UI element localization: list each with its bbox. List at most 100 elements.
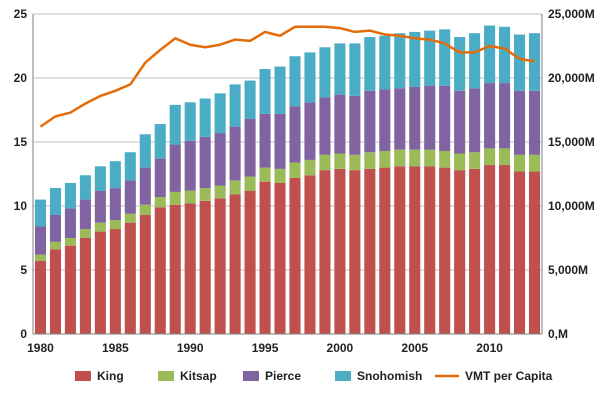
bar-pierce-2004 — [394, 88, 406, 150]
bar-king-1995 — [259, 181, 271, 334]
bar-snohomish-1984 — [94, 166, 106, 191]
bar-kitsap-1984 — [94, 222, 106, 232]
bar-snohomish-2001 — [349, 43, 361, 96]
bar-king-1984 — [94, 231, 106, 334]
bar-king-1994 — [244, 190, 256, 334]
bar-kitsap-1999 — [319, 154, 331, 171]
y-right-tick-label: 25,000M — [548, 7, 595, 21]
bar-king-1980 — [34, 261, 47, 334]
bar-pierce-1991 — [199, 136, 211, 189]
legend-item-king: King — [75, 369, 124, 383]
bar-pierce-2003 — [379, 89, 391, 151]
bar-snohomish-1992 — [214, 93, 226, 134]
bar-pierce-1984 — [94, 190, 106, 223]
bar-kitsap-1986 — [124, 213, 136, 223]
bar-kitsap-1990 — [184, 190, 196, 204]
bar-snohomish-2004 — [394, 33, 406, 89]
bar-snohomish-1981 — [49, 188, 61, 215]
bar-king-1988 — [154, 207, 166, 334]
bar-king-2005 — [409, 166, 421, 334]
legend-label: VMT per Capita — [465, 369, 553, 383]
bar-snohomish-2003 — [379, 35, 391, 90]
bar-kitsap-1995 — [259, 167, 271, 182]
x-tick-label: 2010 — [476, 341, 503, 355]
bar-pierce-2007 — [439, 85, 451, 151]
bar-king-1992 — [214, 198, 226, 334]
bar-kitsap-1982 — [64, 238, 76, 246]
bar-snohomish-2000 — [334, 43, 346, 95]
bar-kitsap-1996 — [274, 168, 286, 183]
legend-swatch — [158, 371, 174, 381]
bar-kitsap-2011 — [499, 148, 511, 166]
bar-king-2007 — [439, 167, 451, 334]
bar-king-1986 — [124, 222, 136, 334]
x-tick-label: 1995 — [252, 341, 279, 355]
legend: King Kitsap Pierce Snohomish VMT per Capita — [75, 369, 553, 383]
bar-snohomish-1994 — [244, 80, 256, 119]
legend-label: Snohomish — [357, 369, 422, 383]
x-tick-label: 1980 — [27, 341, 54, 355]
bar-pierce-1988 — [154, 158, 166, 198]
bar-snohomish-2008 — [454, 37, 466, 91]
bar-king-2010 — [484, 165, 496, 334]
bar-king-1983 — [79, 238, 91, 334]
x-tick-label: 2000 — [327, 341, 354, 355]
bar-snohomish-2012 — [514, 34, 526, 91]
bar-snohomish-1983 — [79, 175, 91, 200]
bar-snohomish-2006 — [424, 30, 436, 86]
bar-kitsap-1988 — [154, 197, 166, 208]
bar-snohomish-2007 — [439, 29, 451, 86]
bar-pierce-1993 — [229, 126, 241, 181]
bar-kitsap-1985 — [109, 220, 121, 230]
bar-king-1997 — [289, 177, 301, 334]
y-left-tick-label: 15 — [14, 135, 28, 149]
bar-king-2000 — [334, 168, 346, 334]
bar-kitsap-2003 — [379, 150, 391, 168]
legend-item-snohomish: Snohomish — [335, 369, 422, 383]
bar-pierce-2010 — [484, 83, 496, 149]
bar-kitsap-1997 — [289, 162, 301, 178]
x-tick-label: 2005 — [401, 341, 428, 355]
bar-kitsap-1981 — [49, 241, 61, 250]
bar-snohomish-2009 — [469, 33, 481, 89]
vmt-per-capita-line — [39, 25, 535, 128]
bar-king-2006 — [424, 166, 436, 334]
bar-pierce-2000 — [334, 94, 346, 154]
bar-kitsap-1989 — [169, 191, 181, 205]
legend-swatch — [75, 371, 91, 381]
bar-stacks — [34, 25, 541, 334]
bar-kitsap-2001 — [349, 154, 361, 171]
bar-snohomish-2010 — [484, 25, 496, 84]
bar-king-1985 — [109, 229, 121, 334]
vmt-line-group — [39, 25, 535, 128]
bar-snohomish-1987 — [139, 134, 151, 168]
bar-king-2008 — [454, 170, 466, 334]
legend-item-pierce: Pierce — [243, 369, 301, 383]
bar-kitsap-2010 — [484, 148, 496, 166]
bar-pierce-1998 — [304, 102, 316, 160]
bar-snohomish-1980 — [34, 199, 47, 227]
bar-king-2012 — [514, 171, 526, 334]
legend-swatch — [243, 371, 259, 381]
bar-snohomish-1991 — [199, 98, 211, 137]
bar-pierce-2001 — [349, 95, 361, 155]
bar-pierce-2005 — [409, 86, 421, 150]
bar-snohomish-1995 — [259, 69, 271, 114]
bar-kitsap-2002 — [364, 152, 376, 169]
y-left-tick-label: 20 — [14, 71, 28, 85]
bar-king-1996 — [274, 182, 286, 334]
bar-pierce-1990 — [184, 140, 196, 191]
bar-pierce-1987 — [139, 167, 151, 205]
bar-pierce-2002 — [364, 90, 376, 153]
bar-king-2003 — [379, 167, 391, 334]
x-tick-label: 1985 — [102, 341, 129, 355]
axes — [32, 14, 543, 335]
y-left-tick-label: 10 — [14, 199, 28, 213]
legend-item-vmt-per-capita: VMT per Capita — [435, 369, 553, 383]
bar-snohomish-1997 — [289, 56, 301, 107]
y-left-tick-label: 5 — [20, 263, 27, 277]
y-right-tick-label: 0,M — [548, 327, 568, 341]
bar-snohomish-1988 — [154, 124, 166, 159]
bar-snohomish-2011 — [499, 26, 511, 84]
